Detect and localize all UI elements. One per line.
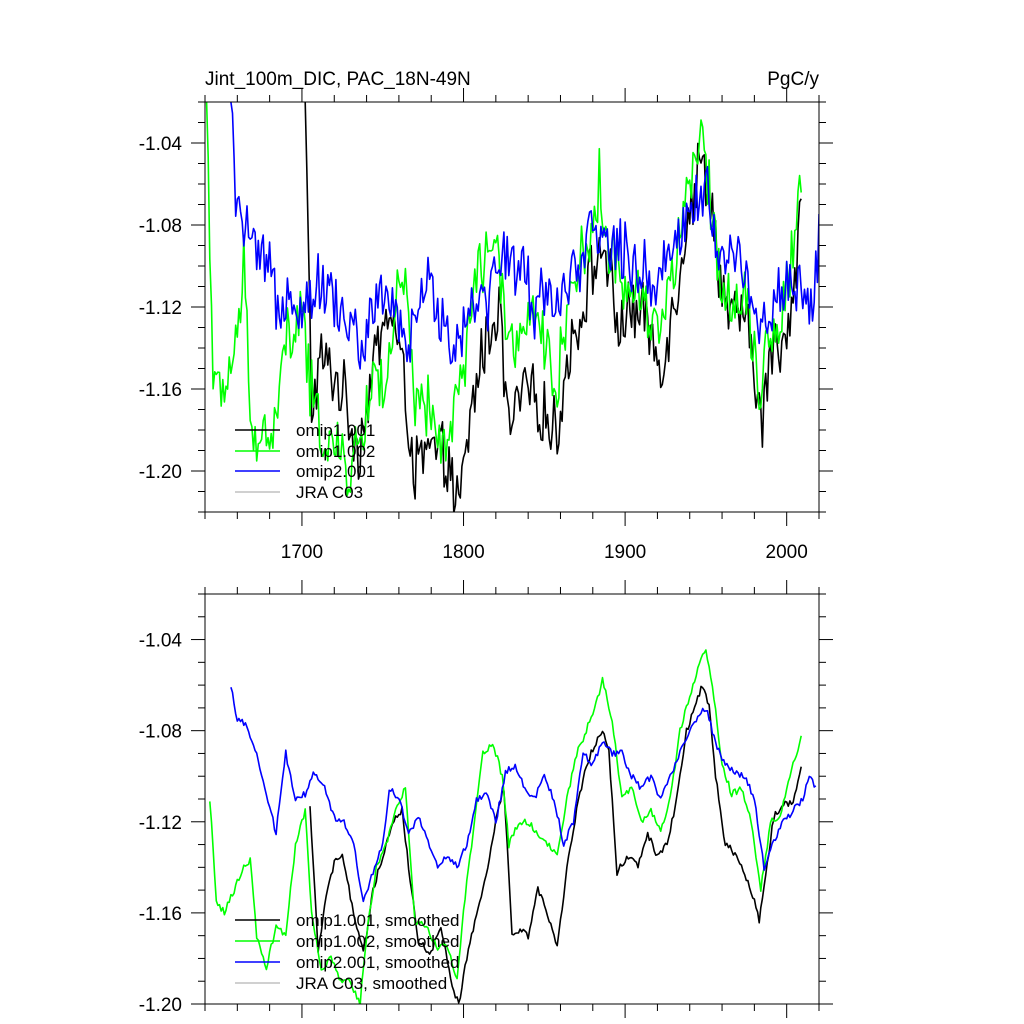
panel-raw: -1.04 -1.08 -1.12 -1.16 -1.20 1700 1800 1900 200… (139, 88, 833, 563)
top-title-left: Jint_100m_DIC, PAC_18N-49N (205, 69, 471, 90)
ytick-label: -1.16 (139, 380, 182, 401)
series-line-omip1-002 (205, 102, 802, 497)
series-line-omip2-001 (230, 102, 819, 370)
ytick-label: -1.16 (139, 904, 182, 925)
xtick-label: 2000 (766, 542, 808, 563)
ytick-label: -1.12 (139, 813, 182, 834)
ytick-label: -1.04 (139, 134, 183, 155)
ytick-label: -1.12 (139, 298, 182, 319)
ytick-label: -1.08 (139, 216, 182, 237)
legend-label-omip1-002: omip1.002 (296, 442, 375, 461)
series-group (209, 649, 817, 1004)
top-legend: omip1.001 omip1.002 omip2.001 JRA C03 (235, 421, 375, 502)
legend-label-jra-c03-smoothed: JRA C03, smoothed (296, 974, 447, 993)
xtick-label: 1900 (604, 542, 646, 563)
legend-label-omip1-002-smoothed: omip1.002, smoothed (296, 932, 460, 951)
series-line-omip1-002-smoothed (209, 649, 802, 1004)
series-group (205, 102, 819, 512)
legend-label-omip2-001: omip2.001 (296, 462, 375, 481)
ytick-label: -1.20 (139, 995, 182, 1016)
legend-label-jra-c03: JRA C03 (296, 483, 363, 502)
ytick-label: -1.20 (139, 462, 182, 483)
top-title-right: PgC/y (767, 69, 819, 90)
ytick-label: -1.08 (139, 722, 182, 743)
legend-label-omip1-001: omip1.001 (296, 421, 375, 440)
xtick-label: 1800 (442, 542, 484, 563)
legend-label-omip1-001-smoothed: omip1.001, smoothed (296, 911, 460, 930)
series-line-omip1-001 (304, 102, 802, 512)
legend-label-omip2-001-smoothed: omip2.001, smoothed (296, 953, 460, 972)
series-line-omip2-001-smoothed (230, 687, 817, 903)
xtick-label: 1700 (281, 542, 323, 563)
ytick-label: -1.04 (139, 631, 183, 652)
bottom-legend: omip1.001, smoothed omip1.002, smoothed … (235, 911, 460, 993)
panel-smoothed: -1.04 -1.08 -1.12 -1.16 -1.20 (139, 580, 833, 1018)
